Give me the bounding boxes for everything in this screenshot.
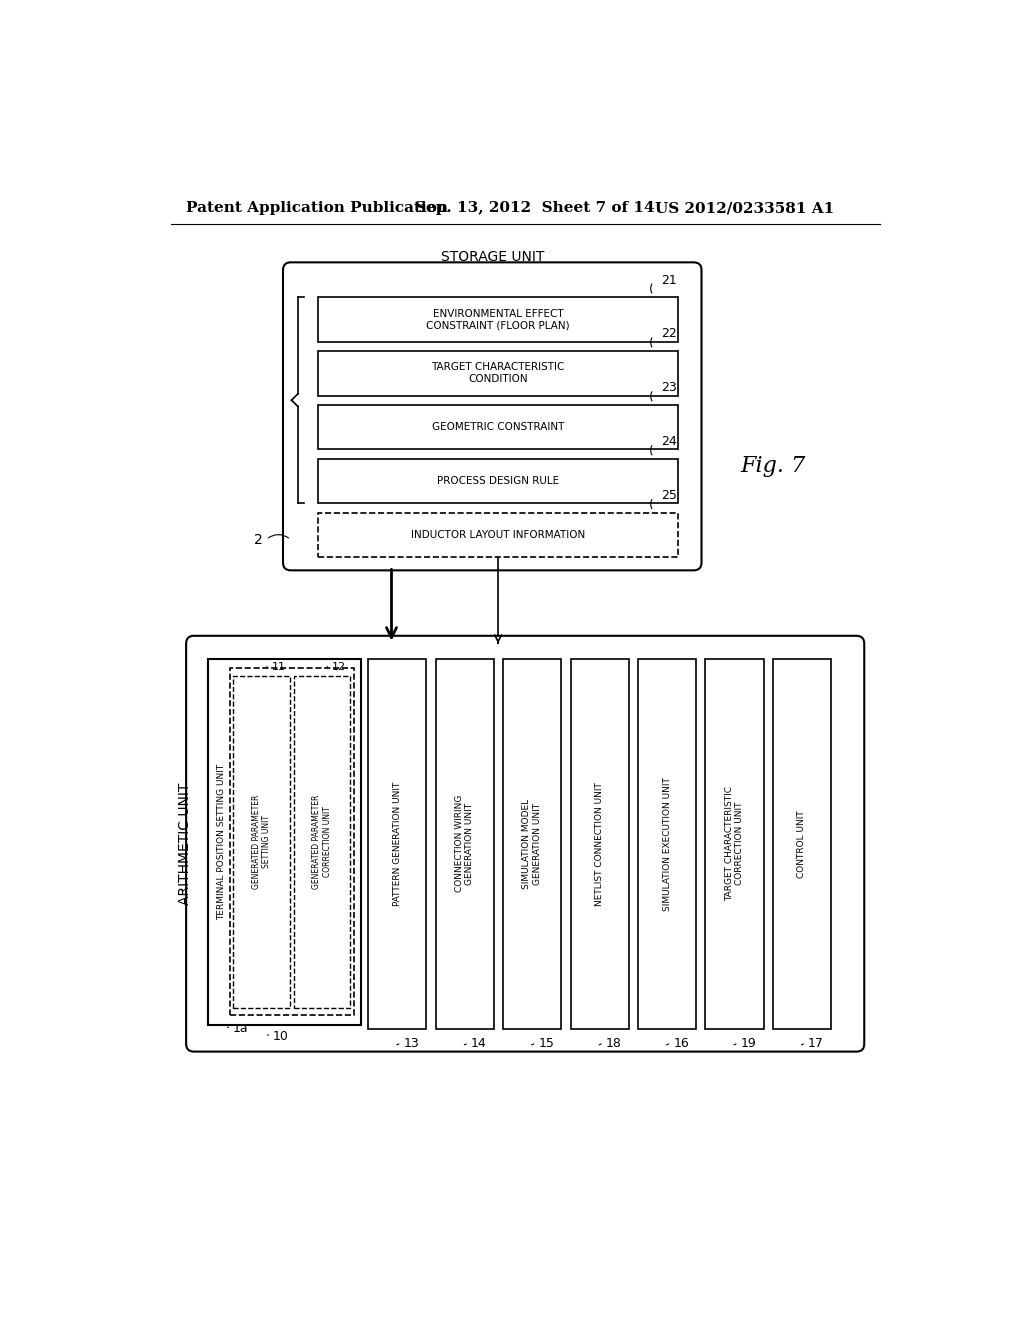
Text: SIMULATION MODEL
GENERATION UNIT: SIMULATION MODEL GENERATION UNIT [522,799,542,888]
Text: 2: 2 [254,532,262,546]
FancyBboxPatch shape [186,636,864,1052]
Text: 22: 22 [662,327,677,341]
Text: TARGET CHARACTERISTIC
CORRECTION UNIT: TARGET CHARACTERISTIC CORRECTION UNIT [725,787,744,902]
Text: 14: 14 [471,1038,486,1051]
Text: 23: 23 [662,381,677,395]
Text: 10: 10 [272,1030,289,1043]
Text: STORAGE UNIT: STORAGE UNIT [440,249,544,264]
Text: 11: 11 [271,661,286,672]
Text: 1a: 1a [232,1022,248,1035]
Text: INDUCTOR LAYOUT INFORMATION: INDUCTOR LAYOUT INFORMATION [411,529,585,540]
Text: PATTERN GENERATION UNIT: PATTERN GENERATION UNIT [393,781,401,906]
Bar [208,659,360,1024]
Text: 24: 24 [662,436,677,449]
Text: TARGET CHARACTERISTIC
CONDITION: TARGET CHARACTERISTIC CONDITION [431,363,565,384]
Text: NETLIST CONNECTION UNIT: NETLIST CONNECTION UNIT [595,781,604,906]
Text: 15: 15 [539,1038,554,1051]
Bar [706,659,764,1028]
Bar [369,659,426,1028]
Bar [503,659,561,1028]
Bar [229,668,354,1015]
Text: 16: 16 [673,1038,689,1051]
FancyBboxPatch shape [317,405,678,449]
FancyBboxPatch shape [317,297,678,342]
Text: 12: 12 [332,661,346,672]
Text: 19: 19 [740,1038,757,1051]
Text: CONNECTION WIRING
GENERATION UNIT: CONNECTION WIRING GENERATION UNIT [455,795,474,892]
Text: 13: 13 [403,1038,419,1051]
FancyBboxPatch shape [283,263,701,570]
Bar [435,659,494,1028]
Text: GENERATED PARAMETER
SETTING UNIT: GENERATED PARAMETER SETTING UNIT [252,795,271,888]
Text: CONTROL UNIT: CONTROL UNIT [798,810,806,878]
Text: ENVIRONMENTAL EFFECT
CONSTRAINT (FLOOR PLAN): ENVIRONMENTAL EFFECT CONSTRAINT (FLOOR P… [426,309,570,330]
FancyBboxPatch shape [317,512,678,557]
Text: 25: 25 [662,490,677,502]
FancyBboxPatch shape [317,459,678,503]
Text: SIMULATION EXECUTION UNIT: SIMULATION EXECUTION UNIT [663,776,672,911]
Text: 18: 18 [606,1038,622,1051]
Text: Sep. 13, 2012  Sheet 7 of 14: Sep. 13, 2012 Sheet 7 of 14 [415,202,654,215]
Text: PROCESS DESIGN RULE: PROCESS DESIGN RULE [437,477,559,486]
Text: Fig. 7: Fig. 7 [740,455,806,478]
Bar [233,676,290,1007]
Text: US 2012/0233581 A1: US 2012/0233581 A1 [655,202,835,215]
Bar [773,659,830,1028]
Text: ARITHMETIC UNIT: ARITHMETIC UNIT [177,783,191,906]
Bar [638,659,696,1028]
Bar [570,659,629,1028]
FancyBboxPatch shape [317,351,678,396]
Text: TERMINAL POSITION SETTING UNIT: TERMINAL POSITION SETTING UNIT [217,764,226,920]
Text: GENERATED PARAMETER
CORRECTION UNIT: GENERATED PARAMETER CORRECTION UNIT [312,795,332,888]
Text: Patent Application Publication: Patent Application Publication [186,202,449,215]
Text: GEOMETRIC CONSTRAINT: GEOMETRIC CONSTRAINT [432,422,564,432]
Bar [294,676,350,1007]
Text: 21: 21 [662,273,677,286]
Text: 17: 17 [808,1038,824,1051]
